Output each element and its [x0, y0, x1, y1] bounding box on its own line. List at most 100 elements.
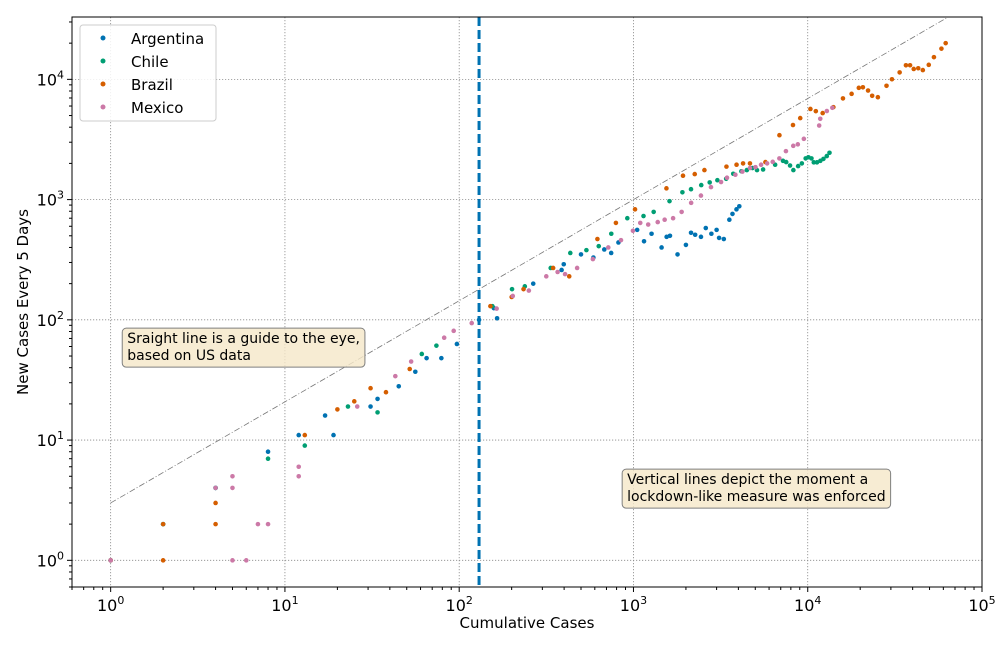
data-point-mexico — [724, 175, 730, 181]
data-point-brazil — [160, 558, 166, 563]
data-point-brazil — [747, 161, 753, 166]
guide-line-layer — [110, 16, 949, 504]
data-point-mexico — [393, 373, 398, 379]
data-point-brazil — [351, 399, 357, 404]
data-point-mexico — [230, 558, 235, 563]
data-point-brazil — [849, 91, 854, 97]
data-point-mexico — [698, 193, 704, 198]
data-point-argentina — [692, 232, 698, 238]
data-point-chile — [821, 156, 826, 162]
data-point-brazil — [692, 171, 698, 177]
data-point-chile — [795, 163, 801, 169]
data-point-chile — [760, 167, 766, 172]
data-point-mexico — [733, 172, 738, 178]
data-point-brazil — [213, 521, 218, 527]
data-point-mexico — [645, 222, 651, 227]
data-point-chile — [608, 231, 614, 237]
data-point-chile — [509, 286, 515, 292]
data-point-mexico — [213, 485, 218, 491]
data-point-argentina — [368, 404, 373, 409]
data-point-argentina — [688, 230, 694, 236]
data-point-argentina — [559, 267, 564, 273]
data-point-chile — [715, 177, 720, 183]
data-point-mexico — [662, 217, 667, 223]
legend-label-brazil: Brazil — [131, 76, 173, 94]
data-point-brazil — [632, 207, 638, 212]
data-point-mexico — [255, 521, 261, 527]
data-point-chile — [799, 161, 805, 166]
data-point-mexico — [817, 116, 823, 122]
data-point-mexico — [630, 228, 636, 234]
data-point-brazil — [335, 407, 340, 412]
data-point-brazil — [734, 162, 739, 168]
data-point-argentina — [265, 449, 271, 455]
data-point-mexico — [605, 245, 611, 250]
data-point-argentina — [641, 238, 647, 244]
data-point-brazil — [521, 286, 526, 292]
data-point-argentina — [634, 227, 640, 233]
data-point-mexico — [265, 521, 271, 527]
data-point-argentina — [375, 396, 380, 402]
data-point-mexico — [679, 209, 684, 215]
data-point-mexico — [354, 404, 360, 409]
data-points — [108, 40, 948, 563]
data-point-argentina — [439, 355, 444, 361]
data-point-brazil — [160, 521, 166, 527]
data-point-brazil — [860, 84, 866, 90]
data-point-argentina — [659, 245, 664, 250]
data-point-brazil — [856, 85, 862, 91]
data-point-argentina — [601, 247, 607, 252]
guide-note: Sraight line is a guide to the eye, based… — [121, 327, 366, 368]
data-point-chile — [265, 456, 271, 462]
data-point-argentina — [322, 413, 328, 418]
data-point-mexico — [230, 473, 235, 479]
data-point-brazil — [550, 265, 556, 271]
data-point-mexico — [510, 293, 516, 299]
data-point-chile — [651, 209, 656, 215]
data-point-mexico — [655, 219, 661, 225]
data-point-mexico — [708, 184, 714, 190]
data-point-chile — [809, 156, 814, 161]
data-point-mexico — [824, 108, 830, 114]
data-point-argentina — [413, 369, 418, 375]
data-point-chile — [302, 443, 308, 448]
y-tick-label: 103 — [37, 189, 64, 210]
series-brazil — [108, 40, 948, 563]
data-point-mexico — [296, 464, 302, 470]
data-point-brazil — [566, 274, 572, 279]
data-point-chile — [641, 213, 646, 219]
data-point-brazil — [724, 164, 729, 169]
data-point-chile — [783, 159, 789, 165]
legend-marker-mexico — [100, 104, 106, 110]
data-point-chile — [698, 182, 704, 188]
x-tick-label: 102 — [446, 594, 473, 615]
data-point-brazil — [702, 167, 707, 173]
data-point-argentina — [561, 261, 567, 267]
data-point-mexico — [543, 274, 549, 279]
x-tick-label: 103 — [620, 594, 647, 615]
data-point-brazil — [368, 385, 373, 391]
data-point-chile — [596, 243, 602, 249]
data-point-mexico — [590, 256, 596, 262]
lockdown-note-box — [621, 468, 892, 509]
x-tick-label: 105 — [968, 594, 995, 615]
data-point-brazil — [939, 46, 944, 51]
data-point-brazil — [680, 173, 686, 178]
data-point-chile — [419, 351, 425, 357]
data-point-brazil — [920, 67, 926, 73]
data-point-chile — [625, 215, 630, 221]
data-point-argentina — [530, 281, 536, 286]
plot-frame — [71, 16, 983, 588]
legend-box — [79, 24, 217, 122]
data-point-brazil — [797, 115, 803, 121]
data-point-brazil — [915, 65, 921, 71]
data-point-brazil — [884, 83, 889, 89]
data-point-mexico — [451, 328, 457, 334]
data-point-chile — [827, 150, 832, 156]
legend: Argentina Chile Brazil Mexico — [79, 24, 217, 122]
data-point-chile — [567, 250, 573, 256]
data-point-mexico — [618, 237, 624, 243]
y-tick-label: 104 — [37, 68, 64, 89]
series-argentina — [108, 203, 742, 563]
x-tick-label: 100 — [97, 594, 124, 615]
